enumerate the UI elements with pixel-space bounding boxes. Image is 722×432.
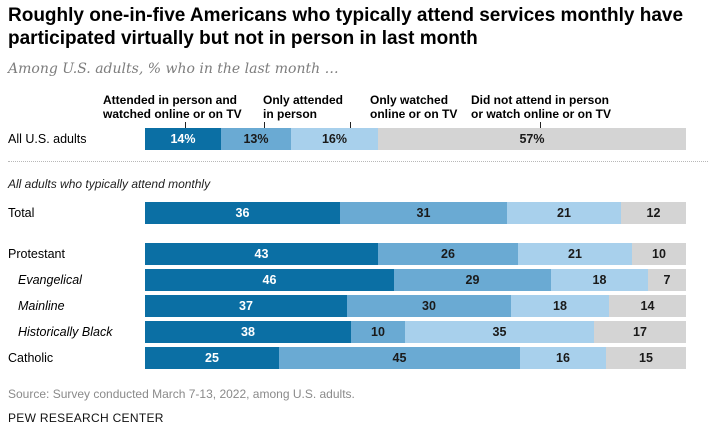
bar-row: 46 29 18 7 xyxy=(145,269,686,291)
bar-segment: 7 xyxy=(648,269,686,291)
bar-segment: 43 xyxy=(145,243,378,265)
row-label: Mainline xyxy=(18,299,65,313)
bar-segment: 14% xyxy=(145,128,221,150)
bar-row: 43 26 21 10 xyxy=(145,243,686,265)
legend-item-virtual-line2: online or on TV xyxy=(370,107,458,121)
bar-segment: 18 xyxy=(551,269,648,291)
bar-segment: 30 xyxy=(347,295,511,317)
legend-item-both-line1: Attended in person and xyxy=(103,93,238,107)
row-label: Historically Black xyxy=(18,325,113,339)
bar-segment: 29 xyxy=(394,269,551,291)
bar-segment: 21 xyxy=(507,202,621,224)
row-label: Protestant xyxy=(8,247,65,261)
legend-tick-virtual xyxy=(350,122,351,128)
legend-item-neither-line1: Did not attend in person xyxy=(471,93,609,107)
org-credit: PEW RESEARCH CENTER xyxy=(8,411,164,425)
legend-item-virtual: Only watched online or on TV xyxy=(370,93,457,121)
bar-segment: 16% xyxy=(291,128,378,150)
legend-item-in-person-line2: in person xyxy=(263,107,318,121)
bar-segment: 26 xyxy=(378,243,518,265)
source-note: Source: Survey conducted March 7-13, 202… xyxy=(8,387,355,401)
bar-segment: 37 xyxy=(145,295,347,317)
bar-segment: 13% xyxy=(221,128,291,150)
bar-segment: 21 xyxy=(518,243,632,265)
chart-subtitle: Among U.S. adults, % who in the last mon… xyxy=(8,61,339,77)
bar-row: 38 10 35 17 xyxy=(145,321,686,343)
bar-segment: 45 xyxy=(279,347,520,369)
row-label: Total xyxy=(8,206,35,220)
bar-segment: 17 xyxy=(594,321,686,343)
bar-segment: 14 xyxy=(609,295,686,317)
bar-segment: 10 xyxy=(632,243,686,265)
legend-item-neither: Did not attend in person or watch online… xyxy=(471,93,611,121)
bar-row: 14% 13% 16% 57% xyxy=(145,128,686,150)
legend-item-both-line2: watched online or on TV xyxy=(103,107,242,121)
section-label: All adults who typically attend monthly xyxy=(8,177,211,191)
bar-segment: 36 xyxy=(145,202,340,224)
bar-row: 37 30 18 14 xyxy=(145,295,686,317)
bar-segment: 15 xyxy=(606,347,686,369)
legend-tick-in-person xyxy=(264,122,265,128)
legend-item-in-person: Only attended in person xyxy=(263,93,343,121)
bar-segment: 16 xyxy=(520,347,606,369)
bar-row: 36 31 21 12 xyxy=(145,202,686,224)
bar-segment: 31 xyxy=(340,202,507,224)
bar-segment: 35 xyxy=(405,321,594,343)
bar-segment: 18 xyxy=(511,295,609,317)
bar-segment: 38 xyxy=(145,321,351,343)
legend-item-both: Attended in person and watched online or… xyxy=(103,93,242,121)
row-label: Catholic xyxy=(8,351,54,365)
bar-segment: 46 xyxy=(145,269,394,291)
section-divider xyxy=(8,161,708,162)
legend-item-in-person-line1: Only attended xyxy=(263,93,344,107)
bar-row: 25 45 16 15 xyxy=(145,347,686,369)
legend-item-virtual-line1: Only watched xyxy=(370,93,449,107)
bar-segment: 12 xyxy=(621,202,686,224)
bar-segment: 25 xyxy=(145,347,279,369)
legend-tick-neither xyxy=(540,122,541,128)
chart-title: Roughly one-in-five Americans who typica… xyxy=(8,5,684,49)
bar-segment: 10 xyxy=(351,321,405,343)
legend-item-neither-line2: or watch online or on TV xyxy=(471,107,612,121)
row-label: All U.S. adults xyxy=(8,132,87,146)
bar-segment: 57% xyxy=(378,128,686,150)
row-label: Evangelical xyxy=(18,273,82,287)
legend-tick-both xyxy=(185,122,186,128)
